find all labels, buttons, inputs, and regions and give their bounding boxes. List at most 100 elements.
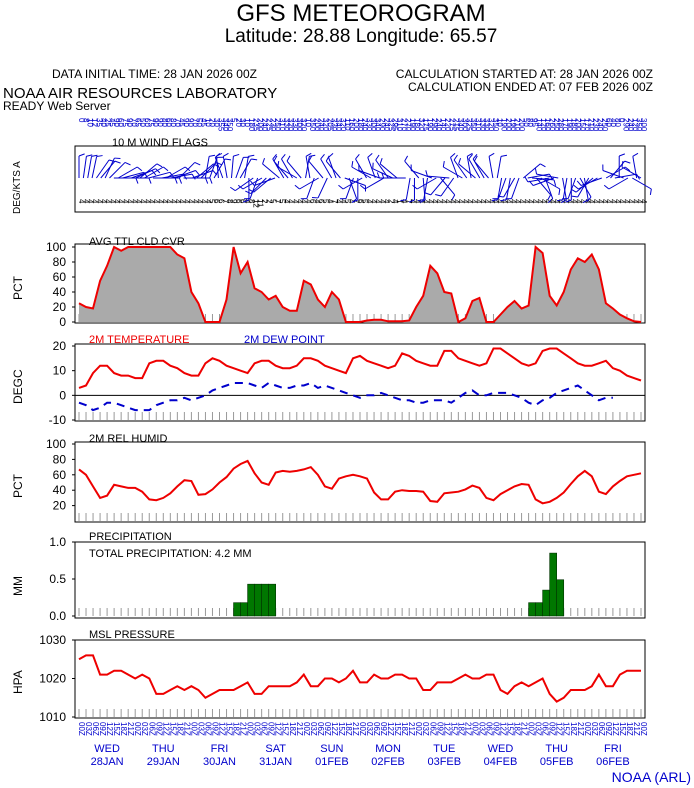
wind-speed-label: 4 — [595, 199, 604, 204]
wind-speed-label: 4 — [365, 199, 374, 204]
wind-direction-label: 10 — [203, 118, 212, 127]
hour-tick-label: 12Z — [611, 722, 620, 736]
wind-barb-flag — [308, 155, 313, 162]
hour-tick-label: 03Z — [140, 722, 149, 736]
wind-speed-label: 4 — [325, 199, 334, 204]
wind-direction-label: 120 — [630, 118, 639, 132]
hour-tick-label: 12Z — [442, 722, 451, 736]
wind-speed-label: 4 — [295, 199, 304, 204]
wind-speed-label: 4 — [443, 199, 452, 204]
wind-direction-label: 10 — [86, 118, 95, 127]
wind-direction-label: 325 — [465, 118, 474, 132]
hour-tick-label: 06Z — [203, 722, 212, 736]
hour-tick-label: 09Z — [154, 722, 163, 736]
wind-speed-label: 4 — [81, 199, 90, 204]
wind-barb-flag — [404, 155, 409, 162]
hour-tick-label: 18Z — [569, 722, 578, 736]
pressure-ytick-label: 1020 — [39, 672, 66, 686]
wind-direction-label: 45 — [107, 118, 116, 127]
wind-direction-label: 250 — [273, 118, 282, 132]
wind-speed-label: 4 — [469, 199, 478, 204]
hour-tick-label: 15Z — [562, 722, 571, 736]
wind-barb — [325, 160, 341, 179]
wind-barb-flag — [468, 153, 473, 160]
wind-speed-label: 4 — [199, 199, 208, 204]
wind-speed-label: 4 — [482, 199, 491, 204]
wind-barb — [562, 177, 568, 200]
wind-direction-label: 65 — [134, 118, 143, 127]
wind-direction-label: 280 — [556, 118, 565, 132]
wind-speed-label: 4 — [155, 199, 164, 204]
wind-direction-label: 250 — [552, 118, 561, 132]
wind-barb-flag — [376, 172, 380, 179]
wind-barb-flag — [78, 153, 85, 157]
wind-barb-flag — [355, 153, 360, 160]
wind-barb-flag — [237, 184, 244, 190]
hour-tick-label: 21Z — [295, 722, 304, 736]
wind-speed-label: 4 — [517, 199, 526, 204]
hour-tick-label: 06Z — [260, 722, 269, 736]
hour-tick-label: 18Z — [232, 722, 241, 736]
wind-speed-label: 4 — [168, 199, 177, 204]
hour-tick-label: 21Z — [407, 722, 416, 736]
wind-barb-flag — [524, 176, 529, 183]
wind-speed-label: 4 — [382, 199, 391, 204]
wind-barb-flag — [649, 188, 652, 196]
date-label: 31JAN — [259, 756, 292, 768]
wind-direction-label: 225 — [264, 118, 273, 132]
hour-tick-label: 15Z — [506, 722, 515, 736]
wind-speed-label: 7 — [330, 199, 339, 204]
wind-barb-flag — [156, 163, 163, 168]
wind-barb-flag — [114, 160, 121, 164]
wind-direction-label: 310 — [473, 118, 482, 132]
wind-speed-label: 4 — [626, 199, 635, 204]
wind-barb-flag — [96, 155, 103, 157]
wind-barb — [632, 156, 638, 179]
wind-speed-label: 5 — [343, 199, 352, 204]
dew-series-label: 2M DEW POINT — [244, 334, 325, 346]
wind-speed-label: 4 — [243, 199, 252, 204]
hour-tick-label: 12Z — [555, 722, 564, 736]
wind-barb — [608, 177, 629, 190]
wind-speed-label: 4 — [574, 199, 583, 204]
wind-barb — [161, 173, 184, 179]
wind-speed-label: 4 — [77, 199, 86, 204]
wind-barb-flag — [621, 160, 624, 168]
wind-speed-label: 6 — [308, 199, 317, 204]
wind-barb — [308, 160, 324, 179]
wind-barb — [91, 156, 98, 179]
cloud-panel-title: AVG TTL CLD CVR — [89, 236, 185, 248]
wind-speed-label: 4 — [578, 199, 587, 204]
wind-barb — [411, 170, 433, 179]
wind-direction-label: 240 — [382, 118, 391, 132]
rh-panel-frame — [74, 441, 646, 523]
wind-speed-label: 4 — [286, 199, 295, 204]
wind-speed-label: 4 — [530, 199, 539, 204]
wind-speed-label: 4 — [94, 199, 103, 204]
wind-barb-flag — [491, 199, 498, 202]
wind-speed-label: 4 — [534, 199, 543, 204]
wind-speed-label: 4 — [635, 199, 644, 204]
wind-barb-flag — [294, 184, 300, 190]
wind-speed-label: 7 — [273, 199, 282, 204]
wind-direction-label: 320 — [487, 118, 496, 132]
wind-speed-label: 4 — [299, 199, 308, 204]
wind-barb-flag — [223, 152, 229, 157]
wind-direction-label: 350 — [469, 118, 478, 132]
wind-barb — [540, 177, 561, 190]
wind-panel-title: 10 M WIND FLAGS — [112, 137, 208, 149]
wind-speed-label: 1 — [395, 199, 404, 204]
wind-speed-label: 11 — [256, 199, 265, 208]
wind-barb-flag — [108, 159, 115, 162]
wind-speed-label: 4 — [439, 199, 448, 204]
wind-direction-label: 10 — [243, 118, 252, 127]
wind-speed-label: 5 — [269, 199, 278, 204]
wind-direction-label: 210 — [513, 118, 522, 132]
hour-tick-label: 15Z — [449, 722, 458, 736]
wind-barb-flag — [603, 184, 610, 190]
wind-speed-label: 4 — [456, 199, 465, 204]
wind-direction-label: 90 — [182, 118, 191, 127]
wind-barb-flag — [451, 194, 456, 201]
hour-tick-label: 03Z — [590, 722, 599, 736]
wind-speed-label: 5 — [277, 199, 286, 204]
